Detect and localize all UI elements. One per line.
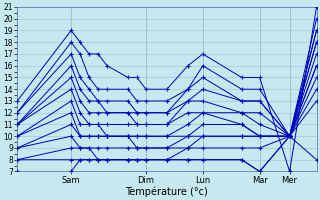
X-axis label: Température (°c): Température (°c) <box>125 186 208 197</box>
